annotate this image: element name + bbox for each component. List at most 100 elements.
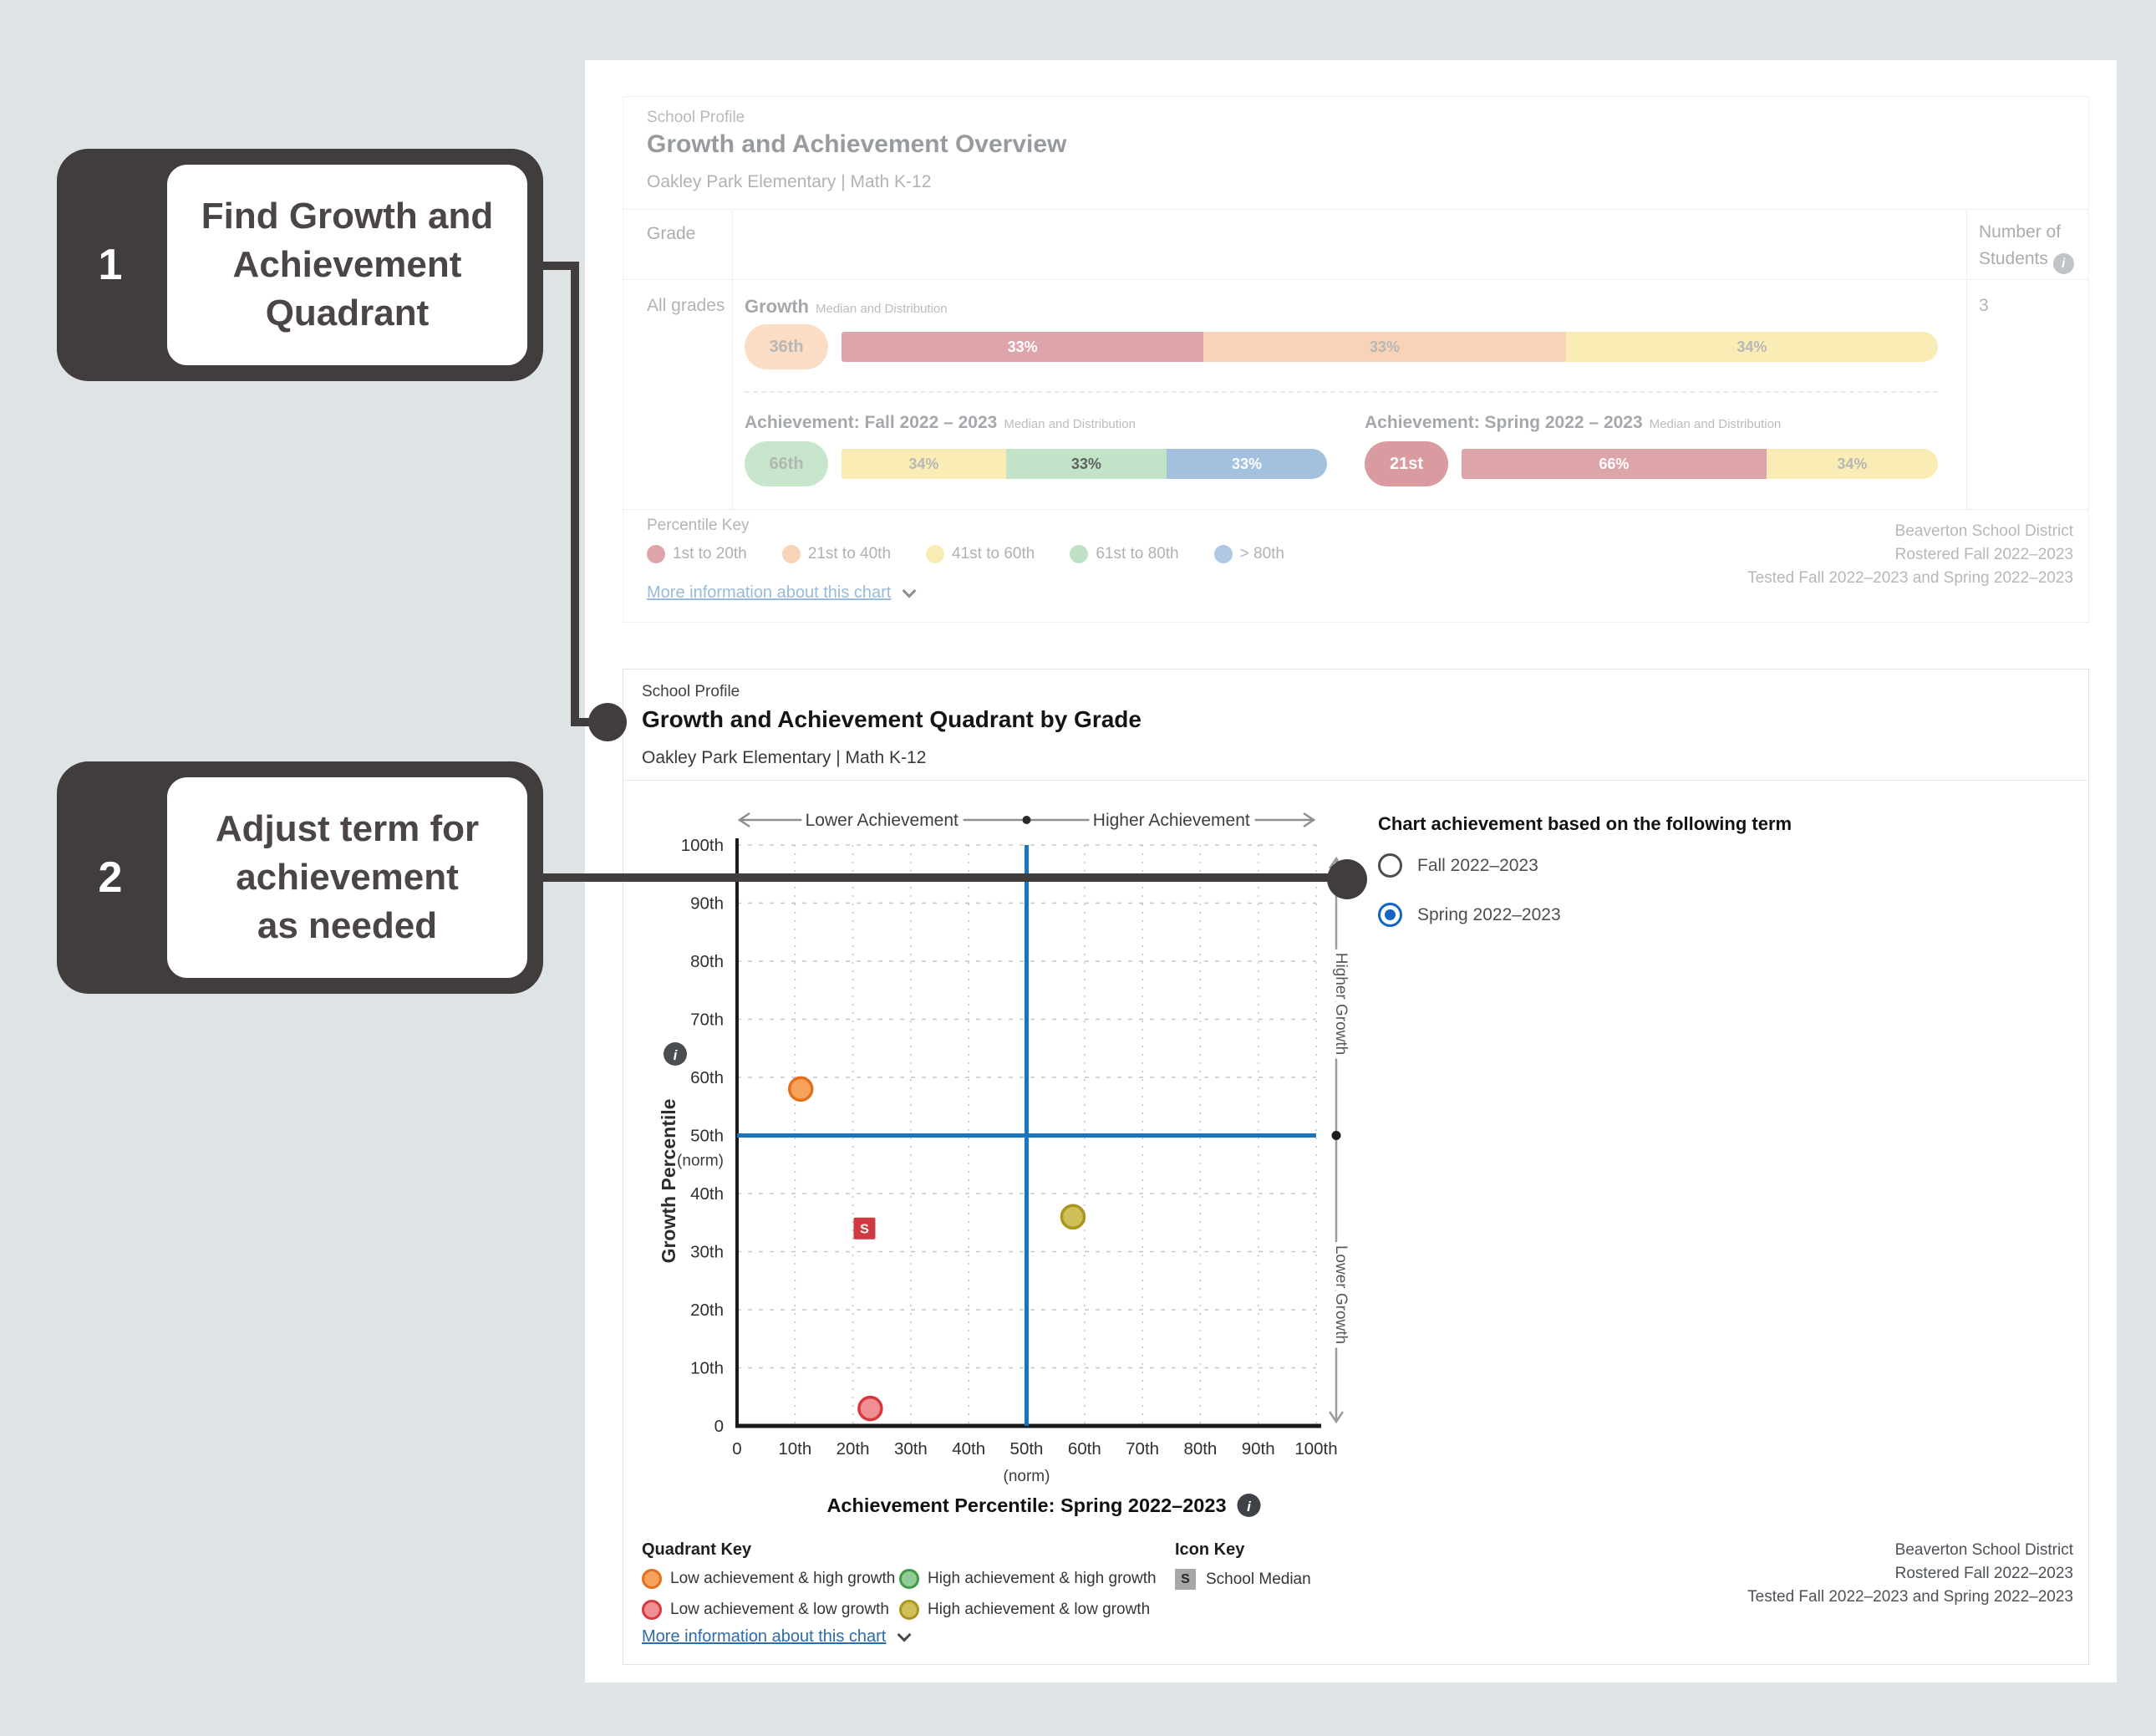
callout-1-connector [543, 262, 590, 726]
x-axis-title: Achievement Percentile: Spring 2022–2023 [826, 1494, 1226, 1516]
growth-section-sublabel: Median and Distribution [816, 302, 948, 316]
arrow-left-icon [737, 812, 750, 828]
radio-label[interactable]: Spring 2022–2023 [1417, 904, 1561, 924]
x-tick-label: 30th [894, 1439, 928, 1459]
higher-achievement-label: Higher Achievement [1093, 811, 1250, 830]
term-options: Fall 2022–2023 Spring 2022–2023 [1378, 853, 2063, 927]
radio-label[interactable]: Fall 2022–2023 [1417, 855, 1538, 875]
percentile-key: 1st to 20th 21st to 40th 41st to 60th 61st … [647, 545, 1284, 563]
x-tick-label: 60th [1068, 1439, 1101, 1459]
bar-segment: 33% [842, 332, 1204, 362]
legend-dot-icon [1070, 545, 1089, 563]
median-pill: 21st [1365, 441, 1448, 486]
legend-dot-icon [781, 545, 801, 563]
grade-cell: All grades [647, 296, 725, 315]
school-median-icon: S [1175, 1569, 1196, 1590]
quadrant-chart: Lower Achievement Higher Achievement Highe… [658, 806, 1355, 1517]
term-radio-option[interactable]: Fall 2022–2023 [1378, 853, 2063, 878]
breadcrumb: School Profile [647, 109, 745, 126]
divider [745, 391, 1938, 393]
legend-item: High achievement & low growth [899, 1600, 1175, 1620]
callout-step-number: 2 [98, 853, 123, 902]
lower-achievement-label: Lower Achievement [806, 811, 959, 830]
annotation-midpoint-dot [1331, 1131, 1341, 1140]
x-tick-label: 70th [1126, 1439, 1159, 1459]
icon-key-item: S School Median [1175, 1569, 1311, 1590]
growth-distribution-bar: 36th 33% 33% 34% [745, 324, 1938, 369]
radio-selected-icon[interactable] [1378, 903, 1402, 927]
achievement-spring-sublabel: Median and Distribution [1649, 417, 1782, 431]
quadrant-key: Low achievement & high growth High achiev… [642, 1569, 1175, 1620]
distribution-track: 66% 34% [1462, 449, 1938, 479]
legend-item: Low achievement & low growth [642, 1600, 899, 1620]
high-achievement-low-growth-point[interactable] [1060, 1204, 1086, 1230]
chevron-down-icon [897, 1627, 912, 1642]
icon-key-label: School Median [1206, 1570, 1311, 1588]
x-tick-label: 20th [836, 1439, 870, 1459]
y-norm-note: (norm) [677, 1153, 724, 1170]
bar-segment: 34% [842, 449, 1006, 479]
info-icon [1237, 1494, 1261, 1517]
percentile-key-title: Percentile Key [647, 517, 750, 534]
higher-growth-label: Higher Growth [1332, 953, 1350, 1056]
y-tick-label: 80th [690, 952, 724, 971]
y-tick-label: 50th [690, 1127, 724, 1146]
legend-dot-icon [647, 545, 665, 563]
y-tick-label: 30th [690, 1243, 724, 1262]
more-information-link[interactable]: More information about this chart [642, 1627, 912, 1647]
y-axis-title: Growth Percentile [658, 1099, 679, 1264]
legend-dot-icon [899, 1569, 919, 1589]
bar-segment: 34% [1766, 449, 1938, 479]
arrow-right-icon [1303, 812, 1316, 828]
x-norm-note: (norm) [1004, 1468, 1050, 1485]
students-count-cell: 3 [1979, 296, 1989, 315]
school-median-marker[interactable] [853, 1217, 876, 1240]
x-tick-label: 10th [778, 1439, 811, 1459]
x-tick-label: 80th [1183, 1439, 1217, 1459]
callout-step-number: 1 [98, 241, 123, 289]
legend-dot-icon [899, 1600, 919, 1620]
info-icon[interactable]: i [2052, 253, 2074, 274]
table-border [623, 279, 2088, 280]
distribution-track: 33% 33% 34% [842, 332, 1938, 362]
callout-step-text: Find Growth and Achievement Quadrant [160, 158, 534, 372]
x-tick-label: 50th [1010, 1439, 1044, 1459]
callout-step-2: 2 Adjust term for achievement as needed [57, 761, 543, 994]
legend-dot-icon [642, 1600, 662, 1620]
legend-label: > 80th [1239, 545, 1284, 563]
term-selector-title: Chart achievement based on the following… [1378, 813, 1792, 834]
legend-item: Low achievement & high growth [642, 1569, 899, 1589]
page-title: Growth and Achievement Overview [647, 130, 1067, 158]
more-information-link[interactable]: More information about this chart [647, 583, 917, 603]
bar-segment: 33% [1203, 332, 1566, 362]
y-tick-label: 90th [690, 894, 724, 914]
legend-label: 41st to 60th [952, 545, 1035, 563]
card-subtitle: Oakley Park Elementary | Math K-12 [642, 748, 927, 767]
x-tick-label: 100th [1294, 1439, 1337, 1459]
quadrant-key-title: Quadrant Key [642, 1540, 752, 1559]
bar-segment: 34% [1565, 332, 1938, 362]
lower-growth-label: Lower Growth [1332, 1245, 1350, 1344]
growth-section-label: Growth [745, 296, 809, 317]
card-subtitle: Oakley Park Elementary | Math K-12 [647, 172, 932, 191]
district-footnote: Beaverton School District Rostered Fall … [1747, 522, 2073, 588]
callout-step-1: 1 Find Growth and Achievement Quadrant [57, 149, 543, 381]
y-tick-label: 60th [690, 1068, 724, 1087]
legend-item: 61st to 80th [1070, 545, 1179, 563]
info-icon-glyph: i [1247, 1499, 1252, 1515]
low-achievement-high-growth-point[interactable] [787, 1076, 814, 1102]
low-achievement-low-growth-point[interactable] [857, 1395, 883, 1422]
radio-unselected-icon[interactable] [1378, 853, 1402, 878]
legend-dot-icon [926, 545, 945, 563]
divider [623, 780, 2088, 781]
legend-item: High achievement & high growth [899, 1569, 1175, 1589]
y-tick-label: 70th [690, 1011, 724, 1030]
table-border [623, 509, 2088, 510]
callout-step-text: Adjust term for achievement as needed [160, 771, 534, 985]
page-title: Growth and Achievement Quadrant by Grade [642, 706, 1142, 732]
term-radio-option[interactable]: Spring 2022–2023 [1378, 903, 2063, 927]
y-tick-label: 0 [714, 1417, 724, 1436]
median-pill: 36th [745, 324, 828, 369]
bar-segment: 33% [1005, 449, 1167, 479]
